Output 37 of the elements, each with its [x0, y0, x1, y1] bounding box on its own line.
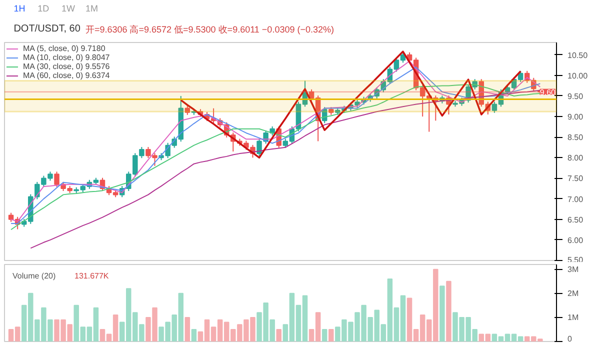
bar	[440, 286, 445, 342]
bar	[276, 328, 282, 342]
y-tick-label: 2M	[568, 288, 579, 298]
y-tick-label: 7.50	[568, 174, 584, 184]
candlestick	[184, 105, 190, 116]
text: 1M	[85, 4, 98, 14]
y-tick-label: 6.00	[568, 236, 584, 245]
y-tick-label: 8.50	[568, 133, 584, 142]
candlestick	[54, 171, 60, 188]
y-tick-label: 6.50	[568, 215, 584, 224]
y-tick-label: 10.00	[568, 71, 588, 80]
y-tick-label: 8.00	[568, 154, 584, 163]
y-tick-label: 9.00	[568, 112, 584, 122]
legend-label: MA (60, close, 0) 9.6374	[23, 71, 110, 80]
text: 1W	[62, 4, 76, 14]
chart-subtitle: 开=9.6306 高=9.6572 低=9.5300 收=9.6011 −0.0309 (−0.32%)	[85, 24, 334, 34]
bar	[322, 328, 328, 342]
bar	[328, 328, 334, 342]
y-tick-label: 7.00	[568, 194, 584, 204]
text: 1H	[14, 4, 26, 14]
text: Volume (20)	[12, 272, 56, 280]
bar	[184, 316, 190, 342]
legend-label: MA (30, close, 0) 9.5576	[23, 62, 110, 71]
bar	[191, 328, 197, 342]
line-series	[180, 50, 522, 159]
y-tick-label: 1M	[568, 312, 579, 322]
legend-label: MA (5, close, 0) 9.7180	[23, 44, 106, 53]
y-tick-label: 3M	[568, 264, 579, 274]
ref-line-label: 9.60	[540, 88, 556, 97]
y-tick-label: 0	[568, 334, 572, 343]
chart-title: DOT/USDT, 60	[14, 24, 81, 34]
annotation: 131.677K	[74, 272, 110, 280]
y-tick-label: 9.50	[568, 92, 584, 101]
legend-label: MA (10, close, 0) 9.8047	[23, 53, 110, 62]
text: 1D	[38, 4, 50, 14]
y-tick-label: 10.50	[568, 50, 588, 60]
bar	[446, 280, 452, 342]
